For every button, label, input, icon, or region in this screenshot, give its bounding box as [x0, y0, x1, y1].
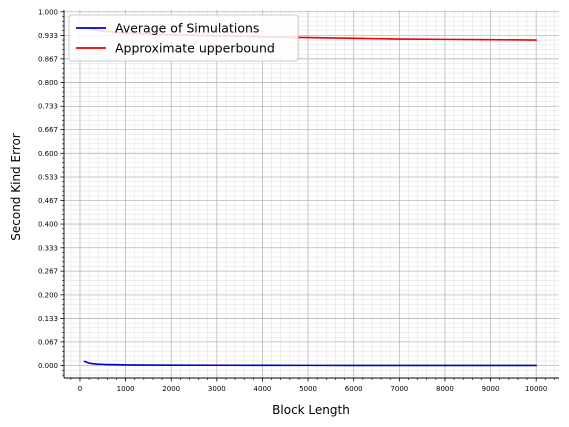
y-tick-label: 0.267 [38, 268, 58, 276]
series-line-average-of-simulations [83, 360, 537, 367]
x-tick-label: 9000 [482, 385, 500, 393]
x-tick-label: 2000 [162, 385, 180, 393]
x-tick-label: 8000 [436, 385, 454, 393]
y-tick-label: 0.933 [38, 32, 58, 40]
y-tick-label: 0.400 [38, 221, 58, 229]
x-tick-label: 7000 [390, 385, 408, 393]
y-tick-label: 0.467 [38, 197, 58, 205]
minor-grid [64, 10, 559, 378]
y-tick-label: 1.000 [38, 8, 58, 16]
y-tick-label: 0.667 [38, 126, 58, 134]
x-tick-label: 10000 [525, 385, 547, 393]
y-tick-label: 0.067 [38, 338, 58, 346]
y-tick-label: 0.800 [38, 79, 58, 87]
y-tick-label: 0.533 [38, 174, 58, 182]
x-tick-label: 3000 [208, 385, 226, 393]
x-tick-label: 4000 [254, 385, 272, 393]
major-grid [64, 10, 559, 378]
x-axis-label: Block Length [272, 403, 350, 417]
y-tick-label: 0.600 [38, 150, 58, 158]
y-tick-label: 0.133 [38, 315, 58, 323]
legend-box [68, 14, 299, 62]
legend-label-average-of-simulations: Average of Simulations [115, 21, 259, 36]
axes [63, 10, 559, 379]
legend-label-approximate-upperbound: Approximate upperbound [115, 41, 275, 56]
x-tick-label: 0 [78, 385, 82, 393]
y-axis-ticks: 0.000 0.067 0.133 0.200 0.267 0.333 0.400 0.467… [38, 8, 64, 376]
x-tick-label: 5000 [299, 385, 317, 393]
y-tick-label: 0.333 [38, 244, 58, 252]
y-tick-label: 0.000 [38, 362, 58, 370]
legend: Average of Simulations Approximate upper… [68, 14, 299, 62]
y-tick-label: 0.200 [38, 291, 58, 299]
x-axis-ticks: 0 1000 2000 3000 4000 5000 6000 7000 8000 9000 100… [70, 378, 555, 393]
series-layer [83, 26, 537, 367]
y-axis-label: Second Kind Error [9, 133, 23, 241]
y-tick-label: 0.867 [38, 55, 58, 63]
y-tick-label: 0.733 [38, 103, 58, 111]
x-tick-label: 1000 [117, 385, 135, 393]
x-tick-label: 6000 [345, 385, 363, 393]
